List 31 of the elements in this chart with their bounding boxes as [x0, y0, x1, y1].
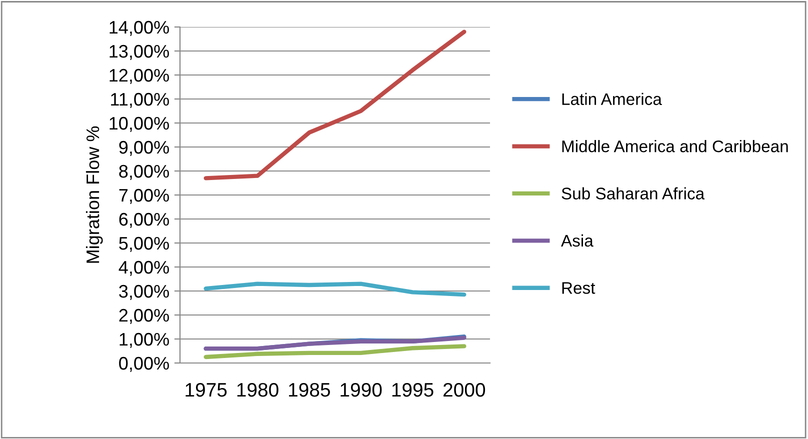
y-tick-label: 12,00% [110, 68, 169, 84]
y-axis-title: Migration Flow % [86, 126, 103, 263]
y-tick-label: 6,00% [119, 212, 169, 228]
y-tick-label: 5,00% [119, 236, 169, 252]
legend-label: Latin America [562, 92, 662, 106]
legend-label: Sub Saharan Africa [562, 187, 705, 200]
legend-label: Middle America and Caribbean [562, 140, 788, 152]
legend-label: Rest [562, 282, 596, 294]
x-tick-label: 1995 [392, 382, 434, 397]
x-tick-label: 1980 [237, 382, 278, 397]
y-tick-label: 10,00% [110, 116, 169, 132]
line-series [204, 30, 466, 180]
legend-label: Asia [561, 234, 594, 247]
x-tick-label: 1975 [186, 382, 227, 397]
y-tick-label: 14,00% [110, 20, 169, 36]
y-tick-label: 3,00% [119, 284, 169, 300]
line-series [204, 282, 466, 297]
y-tick-label: 8,00% [119, 164, 169, 180]
x-tick-label: 2000 [444, 382, 486, 397]
x-tick-label: 1985 [289, 382, 330, 397]
y-tick-label: 11,00% [111, 92, 169, 108]
y-tick-label: 9,00% [119, 140, 169, 156]
y-tick-label: 13,00% [110, 44, 169, 60]
line-series [204, 344, 466, 360]
y-tick-label: 0,00% [119, 356, 169, 372]
line-series [204, 336, 466, 351]
y-tick-label: 7,00% [119, 188, 169, 204]
y-tick-label: 4,00% [118, 260, 169, 276]
x-tick-label: 1990 [340, 382, 382, 397]
y-tick-label: 2,00% [119, 308, 169, 324]
y-tick-label: 1,00% [120, 332, 169, 348]
